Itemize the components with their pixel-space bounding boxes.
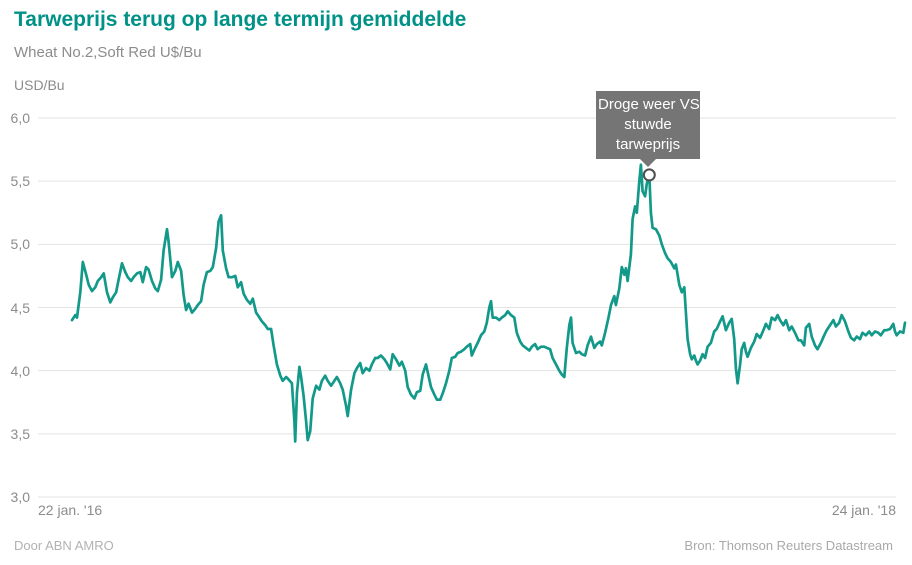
- annotation-text-line: stuwde: [624, 116, 672, 133]
- annotation-tooltip: Droge weer VS stuwde tarweprijs: [596, 91, 700, 167]
- annotation-text-line: Droge weer VS: [598, 96, 700, 113]
- y-axis-tick-label: 6,0: [10, 110, 30, 126]
- y-axis-tick-label: 4,5: [10, 299, 30, 316]
- y-axis-tick-label: 3,5: [10, 425, 30, 442]
- y-axis-unit-label: USD/Bu: [14, 77, 65, 93]
- y-axis-tick-label: 5,0: [10, 236, 30, 253]
- y-axis-tick-label: 3,0: [10, 489, 30, 505]
- chart-subtitle: Wheat No.2,Soft Red U$/Bu: [14, 44, 202, 61]
- credit-label: Door ABN AMRO: [14, 538, 114, 553]
- x-axis-end-label: 24 jan. '18: [831, 502, 896, 518]
- source-label: Bron: Thomson Reuters Datastream: [684, 538, 893, 553]
- x-axis-start-label: 22 jan. '16: [38, 502, 103, 518]
- price-line-series: [70, 163, 907, 443]
- annotation-text-line: tarweprijs: [615, 136, 681, 153]
- chart-title: Tarweprijs terug op lange termijn gemidd…: [14, 8, 467, 31]
- annotation-marker: [642, 168, 656, 182]
- y-axis-tick-label: 5,5: [10, 173, 30, 190]
- y-axis-tick-label: 4,0: [10, 362, 30, 379]
